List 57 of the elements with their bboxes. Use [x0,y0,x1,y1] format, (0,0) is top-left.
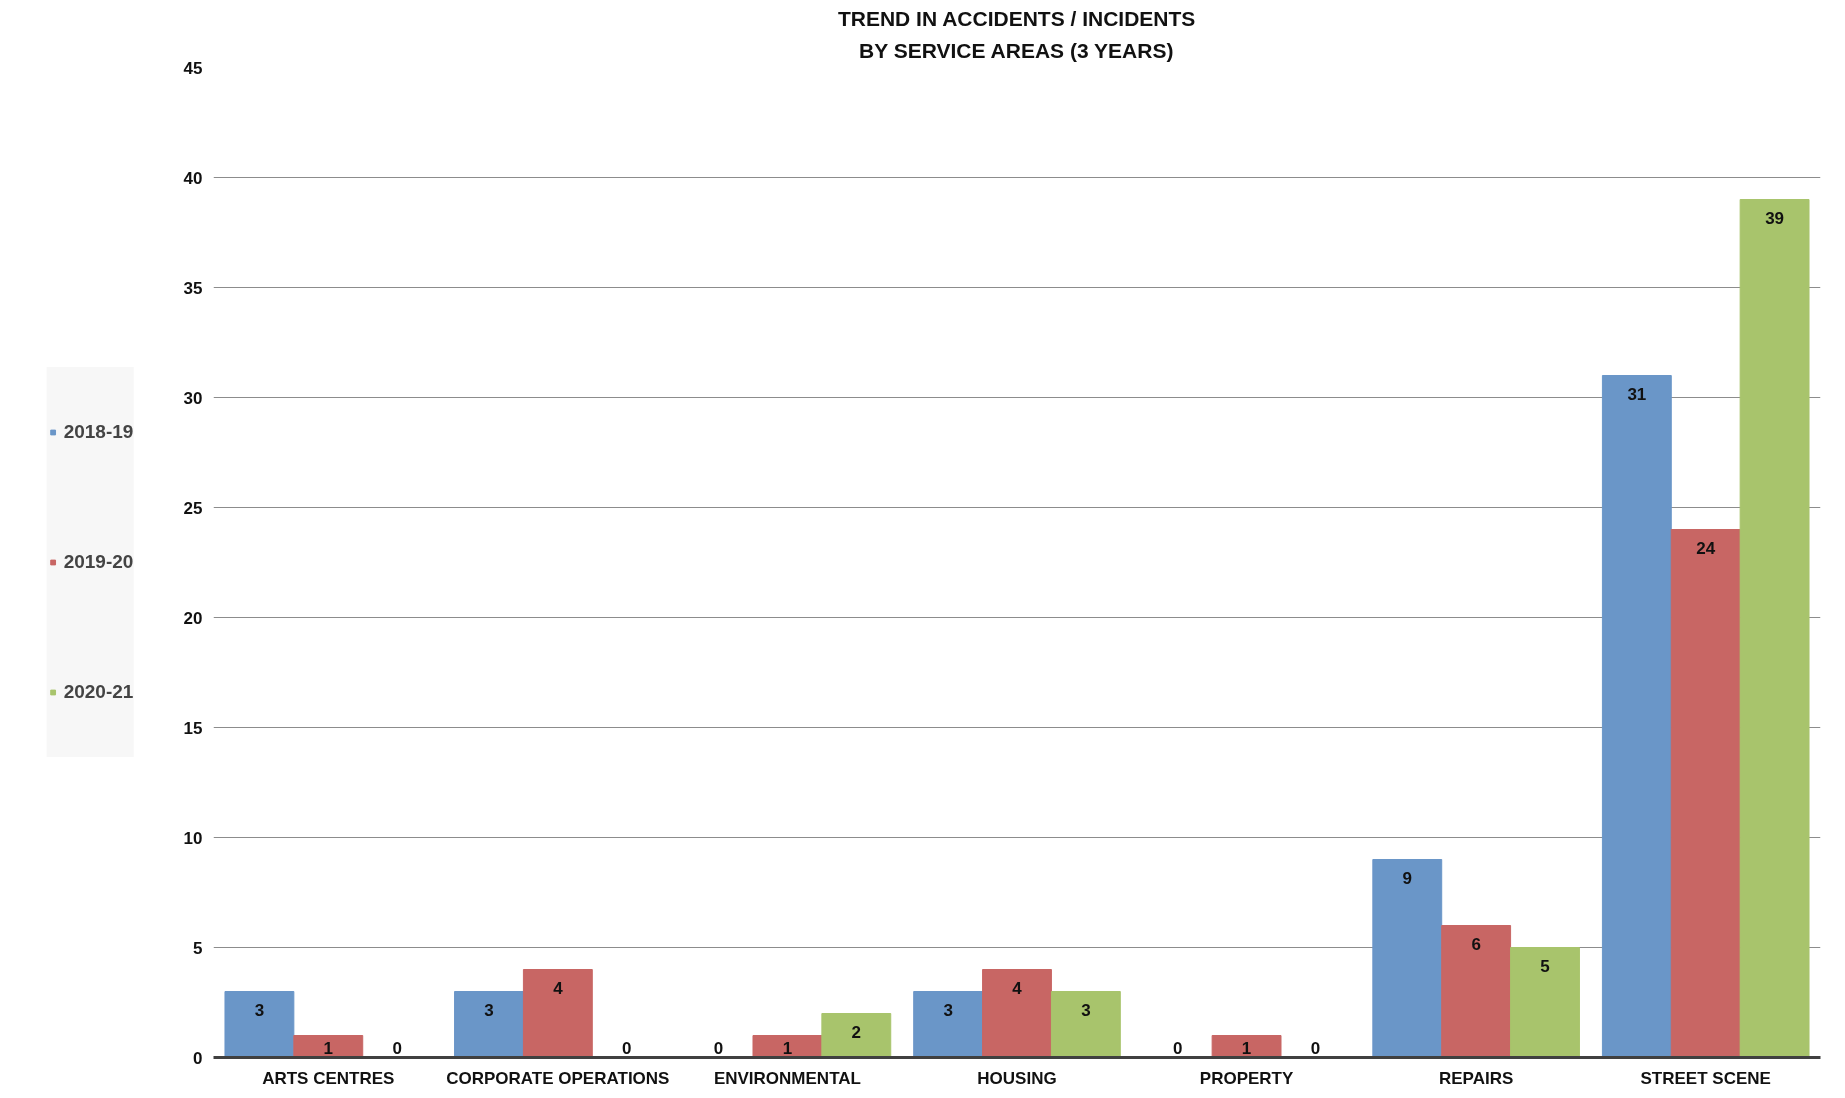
y-tick-label: 40 [183,168,203,188]
data-label: 0 [1310,1038,1321,1058]
data-label: 1 [1241,1038,1252,1058]
data-label: 0 [713,1038,724,1058]
bar [821,1013,892,1058]
bar [1670,529,1741,1058]
bar [1372,859,1443,1058]
y-tick-label: 45 [183,58,203,78]
bar [454,991,524,1058]
bar [1211,1035,1282,1058]
data-label: 39 [1765,208,1785,228]
data-label: 1 [323,1038,334,1058]
data-label: 1 [782,1038,793,1058]
legend-label: 2019-20 [63,550,134,574]
y-tick-label: 10 [183,828,203,848]
bar [224,991,295,1058]
data-label: 3 [943,1000,953,1020]
bar [1510,947,1580,1058]
y-tick-label: 20 [183,608,203,628]
y-tick-label: 0 [193,1048,203,1068]
data-label: 5 [1540,956,1550,976]
x-tick-label: ARTS CENTRES [262,1068,395,1088]
x-tick-label: PROPERTY [1199,1068,1294,1088]
bar [913,991,984,1058]
y-tick-label: 30 [183,388,203,408]
bar [522,969,593,1058]
data-label: 24 [1696,538,1716,558]
legend-label: 2020-21 [63,680,134,704]
data-label: 4 [1012,978,1023,998]
bar [293,1035,364,1058]
x-tick-label: CORPORATE OPERATIONS [446,1068,670,1088]
x-tick-label: ENVIRONMENTAL [713,1068,861,1088]
y-tick-label: 35 [183,278,203,298]
x-tick-label: HOUSING [977,1068,1057,1088]
data-label: 6 [1471,934,1481,954]
x-tick-label: REPAIRS [1438,1068,1514,1088]
data-label: 9 [1402,868,1413,888]
data-label: 0 [1172,1038,1183,1058]
data-label: 3 [484,1000,494,1020]
data-label: 3 [254,1000,265,1020]
data-label: 2 [851,1022,862,1042]
legend-label: 2018-19 [63,420,134,444]
data-label: 0 [622,1038,632,1058]
y-tick-label: 15 [183,718,203,738]
bar [1050,991,1121,1058]
x-tick-label: STREET SCENE [1640,1068,1771,1088]
y-tick-label: 25 [183,498,203,518]
bar [1601,375,1672,1058]
data-label: 0 [392,1038,402,1058]
bar [1739,199,1810,1058]
bar [982,969,1052,1058]
y-tick-label: 5 [193,938,203,958]
data-label: 4 [553,978,564,998]
data-label: 3 [1081,1000,1091,1020]
bar [1441,925,1512,1058]
data-label: 31 [1627,384,1647,404]
chart-title: TREND IN ACCIDENTS / INCIDENTS BY SERVICE AREAS (3 YEARS) [837,7,1196,63]
